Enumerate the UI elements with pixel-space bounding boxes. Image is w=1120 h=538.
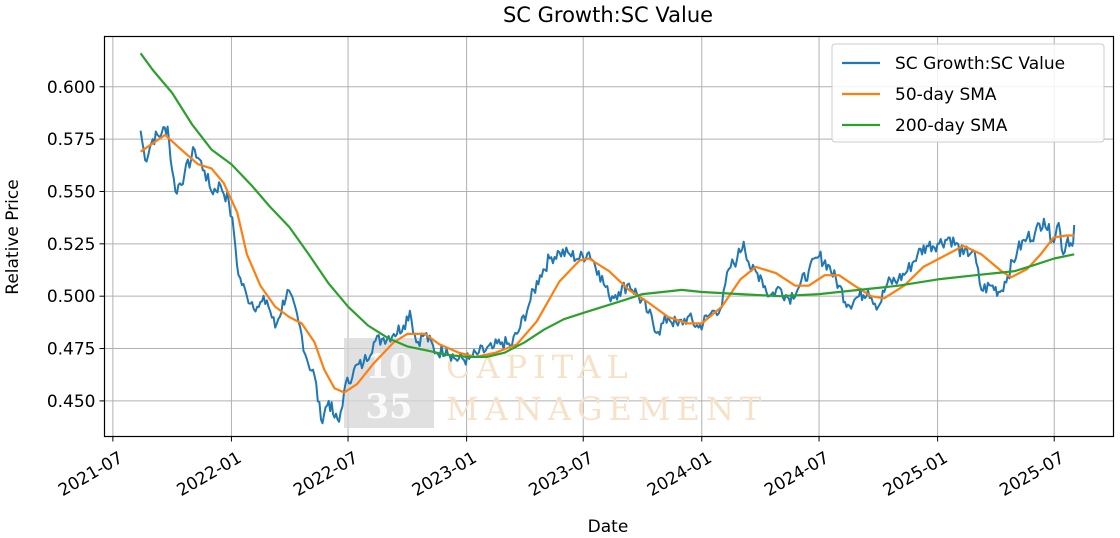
legend: SC Growth:SC Value 50-day SMA 200-day SMA — [831, 43, 1105, 143]
y-tick-label: 0.500 — [47, 287, 96, 307]
series-line-sc-growth-sc-value — [139, 125, 1076, 425]
y-axis: 0.450 0.475 0.500 0.525 0.550 0.575 0.600 — [47, 78, 105, 412]
y-tick-label: 0.475 — [47, 340, 96, 360]
legend-item-200-day-sma-label: 200-day SMA — [895, 116, 1008, 136]
y-tick-label: 0.450 — [47, 392, 96, 412]
series-line-200-day-sma — [139, 52, 1075, 358]
watermark-line1: CAPITAL — [446, 348, 634, 386]
watermark-number-top: 10 — [365, 347, 412, 387]
x-axis-label: Date — [588, 517, 629, 537]
y-axis-label: Relative Price — [3, 179, 23, 294]
plot-frame — [103, 35, 1115, 438]
legend-item-50-day-sma-label: 50-day SMA — [895, 85, 997, 105]
legend-box — [831, 43, 1105, 143]
series-layer — [139, 52, 1076, 425]
chart-title: SC Growth:SC Value — [503, 3, 713, 27]
y-tick-label: 0.525 — [47, 235, 96, 255]
watermark-number-bottom: 35 — [365, 387, 412, 427]
y-tick-label: 0.575 — [47, 130, 96, 150]
series-line-50-day-sma — [139, 133, 1075, 394]
legend-item-sc-growth-sc-value-label: SC Growth:SC Value — [895, 54, 1065, 74]
y-tick-label: 0.600 — [47, 78, 96, 98]
watermark-line2: MANAGEMENT — [446, 390, 767, 428]
y-tick-label: 0.550 — [47, 182, 96, 202]
watermark: 10 35 CAPITAL MANAGEMENT — [344, 338, 767, 428]
